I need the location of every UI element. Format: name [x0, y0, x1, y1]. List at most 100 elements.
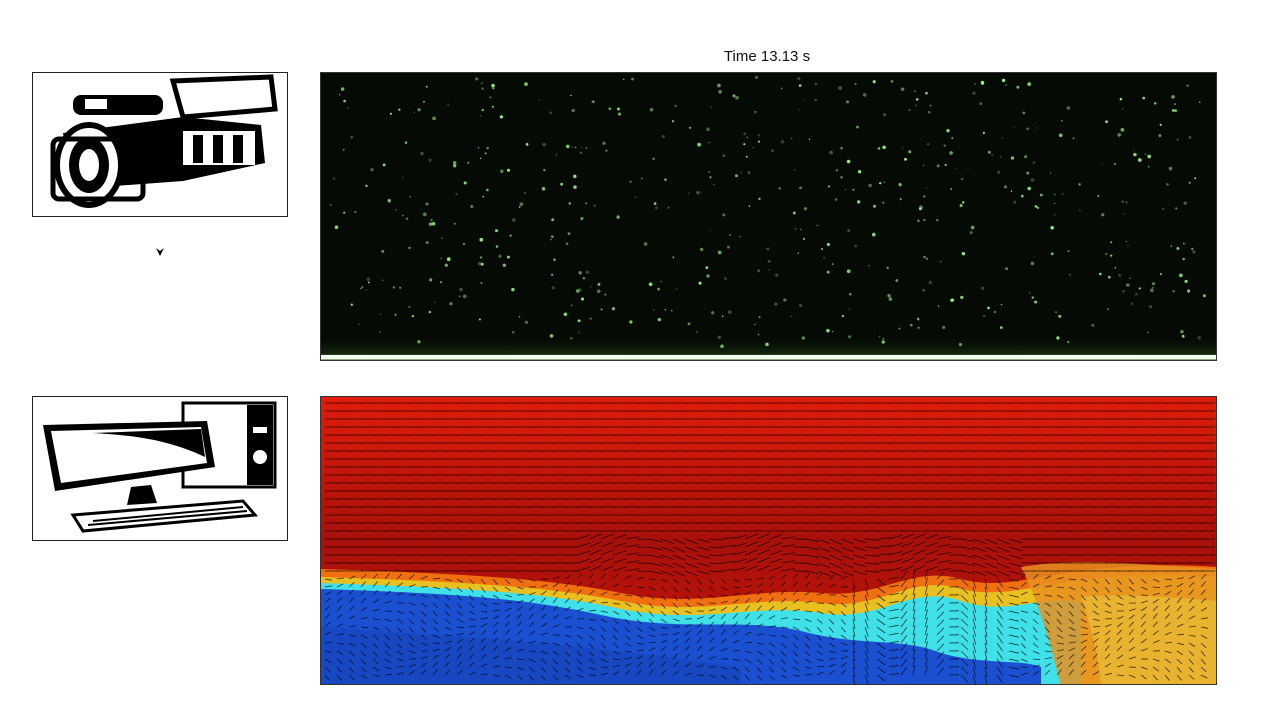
particle-dot	[381, 279, 384, 282]
velocity-vector	[624, 657, 632, 660]
velocity-vector	[1080, 578, 1088, 583]
velocity-vector	[444, 578, 452, 581]
particle-dot	[1022, 111, 1026, 115]
particle-dot	[585, 270, 590, 275]
velocity-vector	[564, 650, 570, 657]
velocity-vector	[516, 629, 523, 636]
velocity-vector	[876, 642, 886, 650]
velocity-vector	[996, 610, 1004, 620]
velocity-vector	[480, 663, 488, 668]
velocity-vector	[768, 566, 783, 572]
velocity-vector	[504, 586, 512, 592]
velocity-vector	[960, 594, 969, 603]
particle-dot	[1126, 283, 1130, 287]
velocity-vector	[1068, 602, 1074, 609]
particle-dot	[740, 171, 742, 174]
velocity-vector	[792, 634, 799, 640]
velocity-vector	[768, 615, 776, 620]
velocity-vector	[1140, 578, 1147, 584]
velocity-vector	[672, 653, 678, 660]
velocity-vector	[516, 594, 525, 596]
particle-dot	[589, 317, 592, 320]
particle-dot	[675, 288, 678, 290]
velocity-vector	[756, 605, 762, 612]
velocity-vector	[1056, 586, 1064, 589]
velocity-vector	[672, 554, 687, 561]
particle-dot	[994, 310, 997, 314]
particle-dot	[417, 108, 421, 112]
velocity-vector	[492, 645, 499, 652]
velocity-vector	[432, 610, 438, 617]
velocity-vector	[696, 654, 703, 660]
velocity-vector	[792, 573, 798, 580]
particle-dot	[422, 212, 427, 217]
velocity-vector	[876, 634, 886, 642]
velocity-vector	[792, 608, 800, 612]
particle-dot	[462, 294, 467, 299]
velocity-vector	[624, 552, 639, 556]
particle-dot	[660, 280, 662, 283]
particle-dot	[577, 319, 581, 323]
velocity-vector	[468, 662, 475, 668]
velocity-vector	[504, 601, 513, 604]
velocity-vector	[888, 600, 899, 604]
velocity-vector	[660, 661, 666, 668]
velocity-vector	[876, 586, 886, 594]
velocity-vector	[600, 591, 608, 596]
velocity-vector	[324, 585, 332, 588]
velocity-vector	[888, 592, 899, 596]
velocity-vector	[624, 610, 631, 616]
velocity-vector	[1164, 658, 1172, 664]
particle-dot	[727, 245, 730, 249]
velocity-vector	[756, 614, 763, 620]
velocity-vector	[780, 650, 786, 657]
velocity-vector	[528, 578, 536, 582]
velocity-vector	[456, 586, 463, 593]
velocity-vector	[1020, 573, 1026, 580]
velocity-vector	[552, 650, 559, 656]
velocity-vector	[588, 549, 603, 556]
velocity-vector	[384, 600, 392, 604]
velocity-vector	[468, 625, 476, 628]
particle-dot	[512, 218, 516, 222]
velocity-vector	[1020, 618, 1028, 624]
velocity-vector	[684, 578, 690, 585]
velocity-vector	[648, 546, 663, 551]
velocity-vector	[1104, 578, 1110, 585]
velocity-vector	[1116, 654, 1124, 660]
particle-dot	[1010, 190, 1013, 192]
velocity-vector	[924, 550, 939, 556]
velocity-vector	[516, 666, 524, 671]
velocity-vector	[324, 641, 332, 644]
time-label: Time 13.13 s	[723, 48, 811, 65]
particle-dot	[1179, 273, 1183, 278]
velocity-vector	[900, 610, 908, 620]
velocity-vector	[1104, 637, 1110, 644]
velocity-vector	[720, 594, 729, 596]
velocity-vector	[672, 578, 679, 584]
velocity-vector	[816, 592, 824, 596]
velocity-vector	[1056, 577, 1064, 580]
velocity-vector	[564, 581, 571, 588]
particle-dot	[844, 188, 847, 191]
particle-dot	[1034, 205, 1038, 208]
particle-dot	[898, 183, 902, 187]
velocity-vector	[816, 671, 824, 676]
velocity-vector	[804, 538, 819, 543]
velocity-vector	[672, 610, 680, 616]
particle-dot	[423, 100, 425, 103]
particle-dot	[569, 336, 573, 340]
velocity-vector	[564, 574, 572, 580]
velocity-vector	[660, 538, 675, 545]
velocity-vector	[900, 602, 908, 612]
particle-dot	[823, 256, 826, 259]
particle-dot	[1174, 103, 1176, 106]
particle-dot	[1183, 242, 1185, 245]
velocity-vector	[1188, 650, 1195, 657]
particle-dot	[417, 340, 421, 344]
velocity-vector	[516, 674, 523, 680]
velocity-vector	[468, 671, 476, 676]
velocity-vector	[384, 590, 391, 596]
velocity-vector	[960, 666, 969, 675]
particle-dot	[878, 335, 881, 338]
